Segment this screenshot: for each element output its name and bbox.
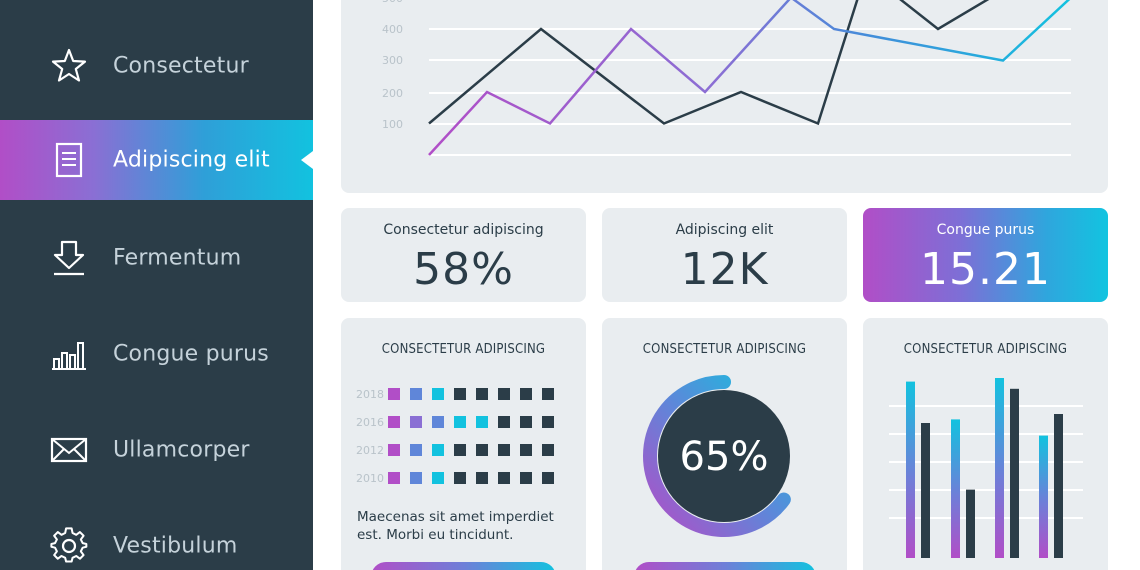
bar-dark: [921, 423, 930, 558]
matrix-cell: [498, 416, 510, 428]
sidebar-item-congue-purus[interactable]: Congue purus: [0, 314, 313, 394]
year-label: 2012: [356, 444, 384, 457]
sidebar-item-fermentum[interactable]: Fermentum: [0, 218, 313, 298]
line-chart-card: 100 200 300 400 500: [341, 0, 1108, 193]
star-icon: [50, 47, 88, 85]
donut-panel: CONSECTETUR ADIPISCING 65%: [602, 318, 847, 570]
matrix-cell: [498, 444, 510, 456]
panel-title: CONSECTETUR ADIPISCING: [381, 342, 546, 357]
matrix-cell: [542, 472, 554, 484]
matrix-cell: [388, 416, 400, 428]
sidebar-item-label: Adipiscing elit: [113, 147, 270, 173]
sidebar: Consectetur Adipiscing elit Fermentum Co…: [0, 0, 313, 570]
sidebar-item-ullamcorper[interactable]: Ullamcorper: [0, 410, 313, 490]
matrix-cell: [432, 444, 444, 456]
donut-value: 65%: [680, 434, 769, 480]
matrix-cell: [388, 388, 400, 400]
sidebar-item-label: Consectetur: [113, 53, 249, 79]
matrix-cell: [520, 444, 532, 456]
stat-card-congue: Congue purus 15.21: [863, 208, 1108, 302]
panel-title: CONSECTETUR ADIPISCING: [903, 342, 1068, 357]
gear-icon: [50, 527, 88, 565]
stat-card-adipiscing: Adipiscing elit 12K: [602, 208, 847, 302]
matrix-cell: [432, 472, 444, 484]
sidebar-item-label: Congue purus: [113, 341, 269, 367]
y-tick-label: 400: [382, 23, 403, 36]
bar-panel: CONSECTETUR ADIPISCING: [863, 318, 1108, 570]
year-label: 2016: [356, 416, 384, 429]
matrix-cell: [410, 416, 422, 428]
sidebar-item-consectetur[interactable]: Consectetur: [0, 26, 313, 106]
sidebar-item-label: Vestibulum: [113, 533, 238, 559]
bar-dark: [1054, 414, 1063, 558]
matrix-cell: [388, 444, 400, 456]
envelope-icon: [50, 431, 88, 469]
panel-description: Maecenas sit amet imperdiet est. Morbi e…: [357, 509, 554, 543]
donut-chart: 65%: [643, 375, 791, 537]
matrix-cell: [520, 472, 532, 484]
y-tick-label: 500: [382, 0, 403, 5]
matrix-cell: [498, 472, 510, 484]
stat-title: Congue purus: [936, 222, 1035, 238]
matrix-cell: [498, 388, 510, 400]
stat-title: Adipiscing elit: [675, 222, 774, 238]
matrix-cell: [520, 388, 532, 400]
sidebar-item-vestibulum[interactable]: Vestibulum: [0, 506, 313, 570]
year-label: 2018: [356, 388, 384, 401]
y-tick-label: 300: [382, 54, 403, 67]
matrix-cell: [454, 388, 466, 400]
matrix-cell: [410, 472, 422, 484]
matrix-cell: [410, 444, 422, 456]
bar-dark: [1010, 388, 1019, 558]
matrix-cell: [454, 416, 466, 428]
line-series-dark: [428, 0, 990, 126]
bar-gradient: [1039, 435, 1048, 558]
stat-value: 58%: [413, 244, 514, 295]
donut-arc: [643, 375, 791, 537]
stat-value: 12K: [680, 244, 769, 295]
matrix-cell: [454, 444, 466, 456]
dot-matrix-chart: 2018 2016 2012 2010: [356, 388, 554, 485]
matrix-cell: [542, 416, 554, 428]
line-chart: 100 200 300 400 500: [382, 0, 1071, 156]
sidebar-item-label: Fermentum: [113, 245, 242, 271]
matrix-panel: CONSECTETUR ADIPISCING 2018 2016 2012 2010 …: [341, 318, 586, 570]
matrix-cell: [476, 444, 488, 456]
bar-gradient: [995, 378, 1004, 558]
matrix-cell: [476, 472, 488, 484]
year-label: 2010: [356, 472, 384, 485]
document-icon: [50, 141, 88, 179]
matrix-cell: [542, 444, 554, 456]
sidebar-item-adipiscing-elit[interactable]: Adipiscing elit: [0, 120, 313, 200]
matrix-cell: [410, 388, 422, 400]
stat-title: Consectetur adipiscing: [383, 222, 544, 238]
y-tick-label: 200: [382, 87, 403, 100]
matrix-cell: [520, 416, 532, 428]
stat-value: 15.21: [920, 244, 1051, 295]
bar-gradient: [951, 419, 960, 558]
matrix-cell: [476, 388, 488, 400]
matrix-cell: [432, 388, 444, 400]
matrix-cell: [388, 472, 400, 484]
stat-card-consectetur: Consectetur adipiscing 58%: [341, 208, 586, 302]
download-arrow-icon: [50, 239, 88, 277]
matrix-cell: [476, 416, 488, 428]
bar-chart-icon: [50, 335, 88, 373]
action-button[interactable]: [371, 562, 556, 570]
donut-center: [658, 390, 790, 522]
matrix-cell: [432, 416, 444, 428]
action-button[interactable]: [634, 562, 816, 570]
bar-gradient: [906, 381, 915, 558]
panel-title: CONSECTETUR ADIPISCING: [642, 342, 807, 357]
matrix-cell: [542, 388, 554, 400]
bar-chart: [889, 378, 1083, 558]
matrix-cell: [454, 472, 466, 484]
bar-dark: [966, 489, 975, 558]
line-series-gradient: [428, 0, 1071, 156]
y-tick-label: 100: [382, 118, 403, 131]
sidebar-item-label: Ullamcorper: [113, 437, 250, 463]
